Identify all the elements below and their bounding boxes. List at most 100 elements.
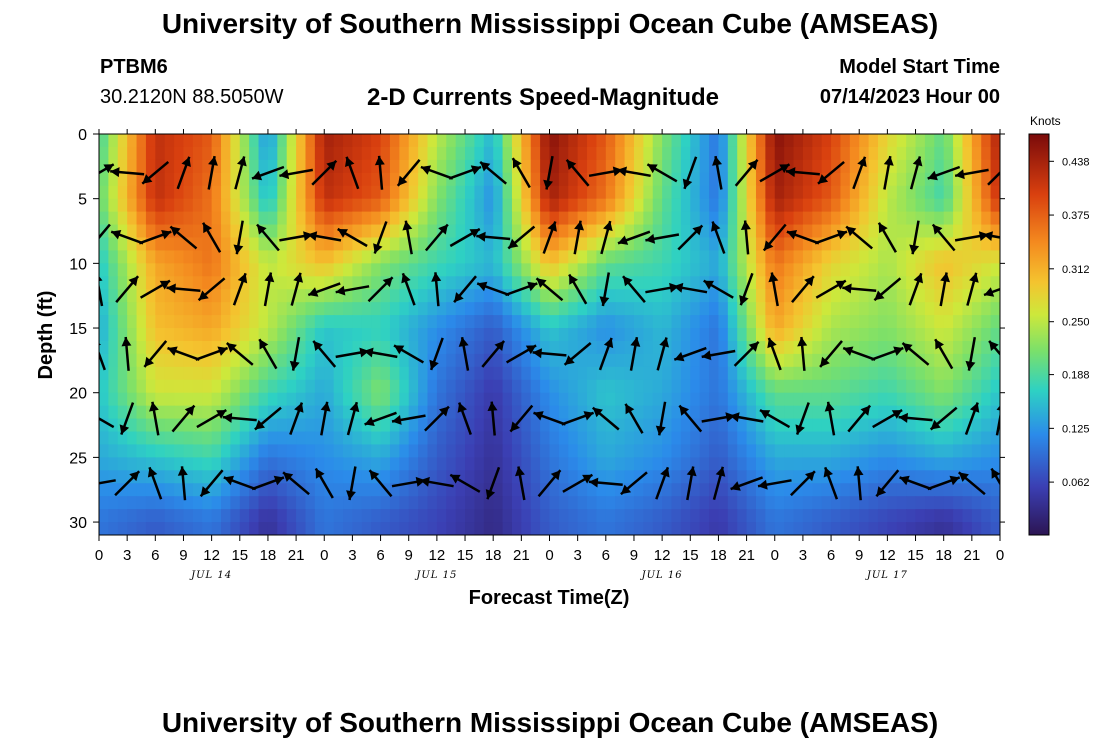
heatmap-cell: [267, 340, 278, 355]
heatmap-cell: [709, 405, 720, 420]
y-tick-label: 15: [69, 321, 87, 338]
chart-subtitle: 2-D Currents Speed-Magnitude: [367, 84, 720, 111]
heatmap-cell: [136, 198, 147, 213]
heatmap-cell: [605, 172, 616, 187]
heatmap-cell: [211, 340, 222, 355]
heatmap-cell: [230, 276, 241, 290]
vector-head: [420, 476, 430, 487]
heatmap-cell: [474, 405, 485, 420]
heatmap-cell: [831, 198, 842, 213]
heatmap-cell: [915, 379, 926, 394]
heatmap-cell: [915, 522, 926, 535]
heatmap-cell: [887, 185, 898, 200]
heatmap-cell: [371, 444, 382, 458]
x-tick-label: 3: [573, 547, 581, 564]
heatmap-cell: [239, 470, 250, 484]
heatmap-cell: [812, 185, 823, 200]
heatmap-cell: [943, 405, 954, 420]
heatmap-cell: [493, 431, 504, 446]
heatmap-cell: [577, 431, 588, 446]
heatmap-cell: [183, 172, 194, 187]
heatmap-cell: [380, 224, 391, 239]
heatmap-cell: [558, 289, 569, 303]
heatmap-cell: [577, 146, 588, 161]
heatmap-cell: [164, 289, 175, 303]
current-vector: [842, 346, 876, 361]
heatmap-cell: [164, 496, 175, 510]
heatmap-cell: [558, 134, 569, 148]
heatmap-cell: [587, 276, 598, 290]
vector-head: [170, 226, 181, 237]
heatmap-cell: [784, 237, 795, 252]
heatmap-cell: [230, 302, 241, 316]
heatmap-cell: [99, 353, 109, 368]
heatmap-cell: [587, 444, 598, 458]
heatmap-cell: [962, 224, 973, 239]
heatmap-cell: [493, 328, 504, 342]
heatmap-cell: [887, 509, 898, 523]
heatmap-cell: [868, 237, 879, 252]
current-vector: [729, 412, 764, 423]
heatmap-cell: [155, 172, 166, 187]
heatmap-cell: [605, 444, 616, 458]
heatmap-cell: [755, 185, 766, 200]
vector-head: [860, 405, 871, 416]
vector-head: [345, 156, 355, 167]
vector-head: [454, 292, 464, 303]
current-vector: [505, 344, 537, 364]
heatmap-cell: [812, 340, 823, 355]
current-vector: [373, 221, 388, 254]
heatmap-cell: [511, 509, 522, 523]
current-vector: [511, 157, 531, 189]
heatmap-cell: [352, 315, 363, 329]
heatmap-cell: [868, 172, 879, 187]
heatmap-cell: [746, 418, 757, 433]
heatmap-cell: [906, 340, 917, 355]
heatmap-cell: [502, 211, 513, 226]
heatmap-cell: [605, 134, 616, 148]
heatmap-cell: [709, 159, 720, 174]
heatmap-cell: [164, 366, 175, 381]
heatmap-cell: [962, 159, 973, 174]
heatmap-cell: [812, 172, 823, 187]
heatmap-cell: [868, 405, 879, 420]
heatmap-cell: [418, 444, 429, 458]
vector-head: [82, 480, 92, 490]
heatmap-cell: [896, 366, 907, 381]
heatmap-cell: [643, 211, 654, 226]
heatmap-cell: [277, 237, 288, 252]
heatmap-cell: [108, 470, 119, 484]
heatmap-cell: [662, 134, 673, 148]
current-vector: [254, 406, 282, 431]
heatmap-cell: [371, 302, 382, 316]
current-vector: [419, 476, 454, 488]
heatmap-cell: [427, 509, 438, 523]
heatmap-cell: [221, 315, 231, 329]
heatmap-cell: [718, 444, 729, 458]
heatmap-cell: [962, 134, 973, 148]
heatmap-cell: [915, 146, 926, 161]
heatmap-cell: [99, 444, 109, 458]
heatmap-cell: [324, 263, 335, 277]
heatmap-cell: [174, 211, 185, 226]
heatmap-cell: [765, 522, 776, 535]
heatmap-cell: [352, 483, 363, 497]
heatmap-cell: [183, 496, 194, 510]
heatmap-cell: [99, 392, 109, 407]
heatmap-cell: [361, 366, 372, 381]
heatmap-cell: [408, 496, 419, 510]
heatmap-cell: [887, 263, 898, 277]
heatmap-cell: [821, 366, 832, 381]
heatmap-cell: [662, 392, 673, 407]
heatmap-cell: [108, 185, 119, 200]
vector-head: [111, 230, 122, 240]
heatmap-cell: [924, 496, 935, 510]
heatmap-cell: [662, 302, 673, 316]
heatmap-cell: [793, 276, 804, 290]
heatmap-cell: [446, 289, 457, 303]
vector-head: [508, 238, 519, 249]
heatmap-cell: [633, 134, 644, 148]
heatmap-cell: [746, 366, 757, 381]
heatmap-cell: [746, 185, 757, 200]
